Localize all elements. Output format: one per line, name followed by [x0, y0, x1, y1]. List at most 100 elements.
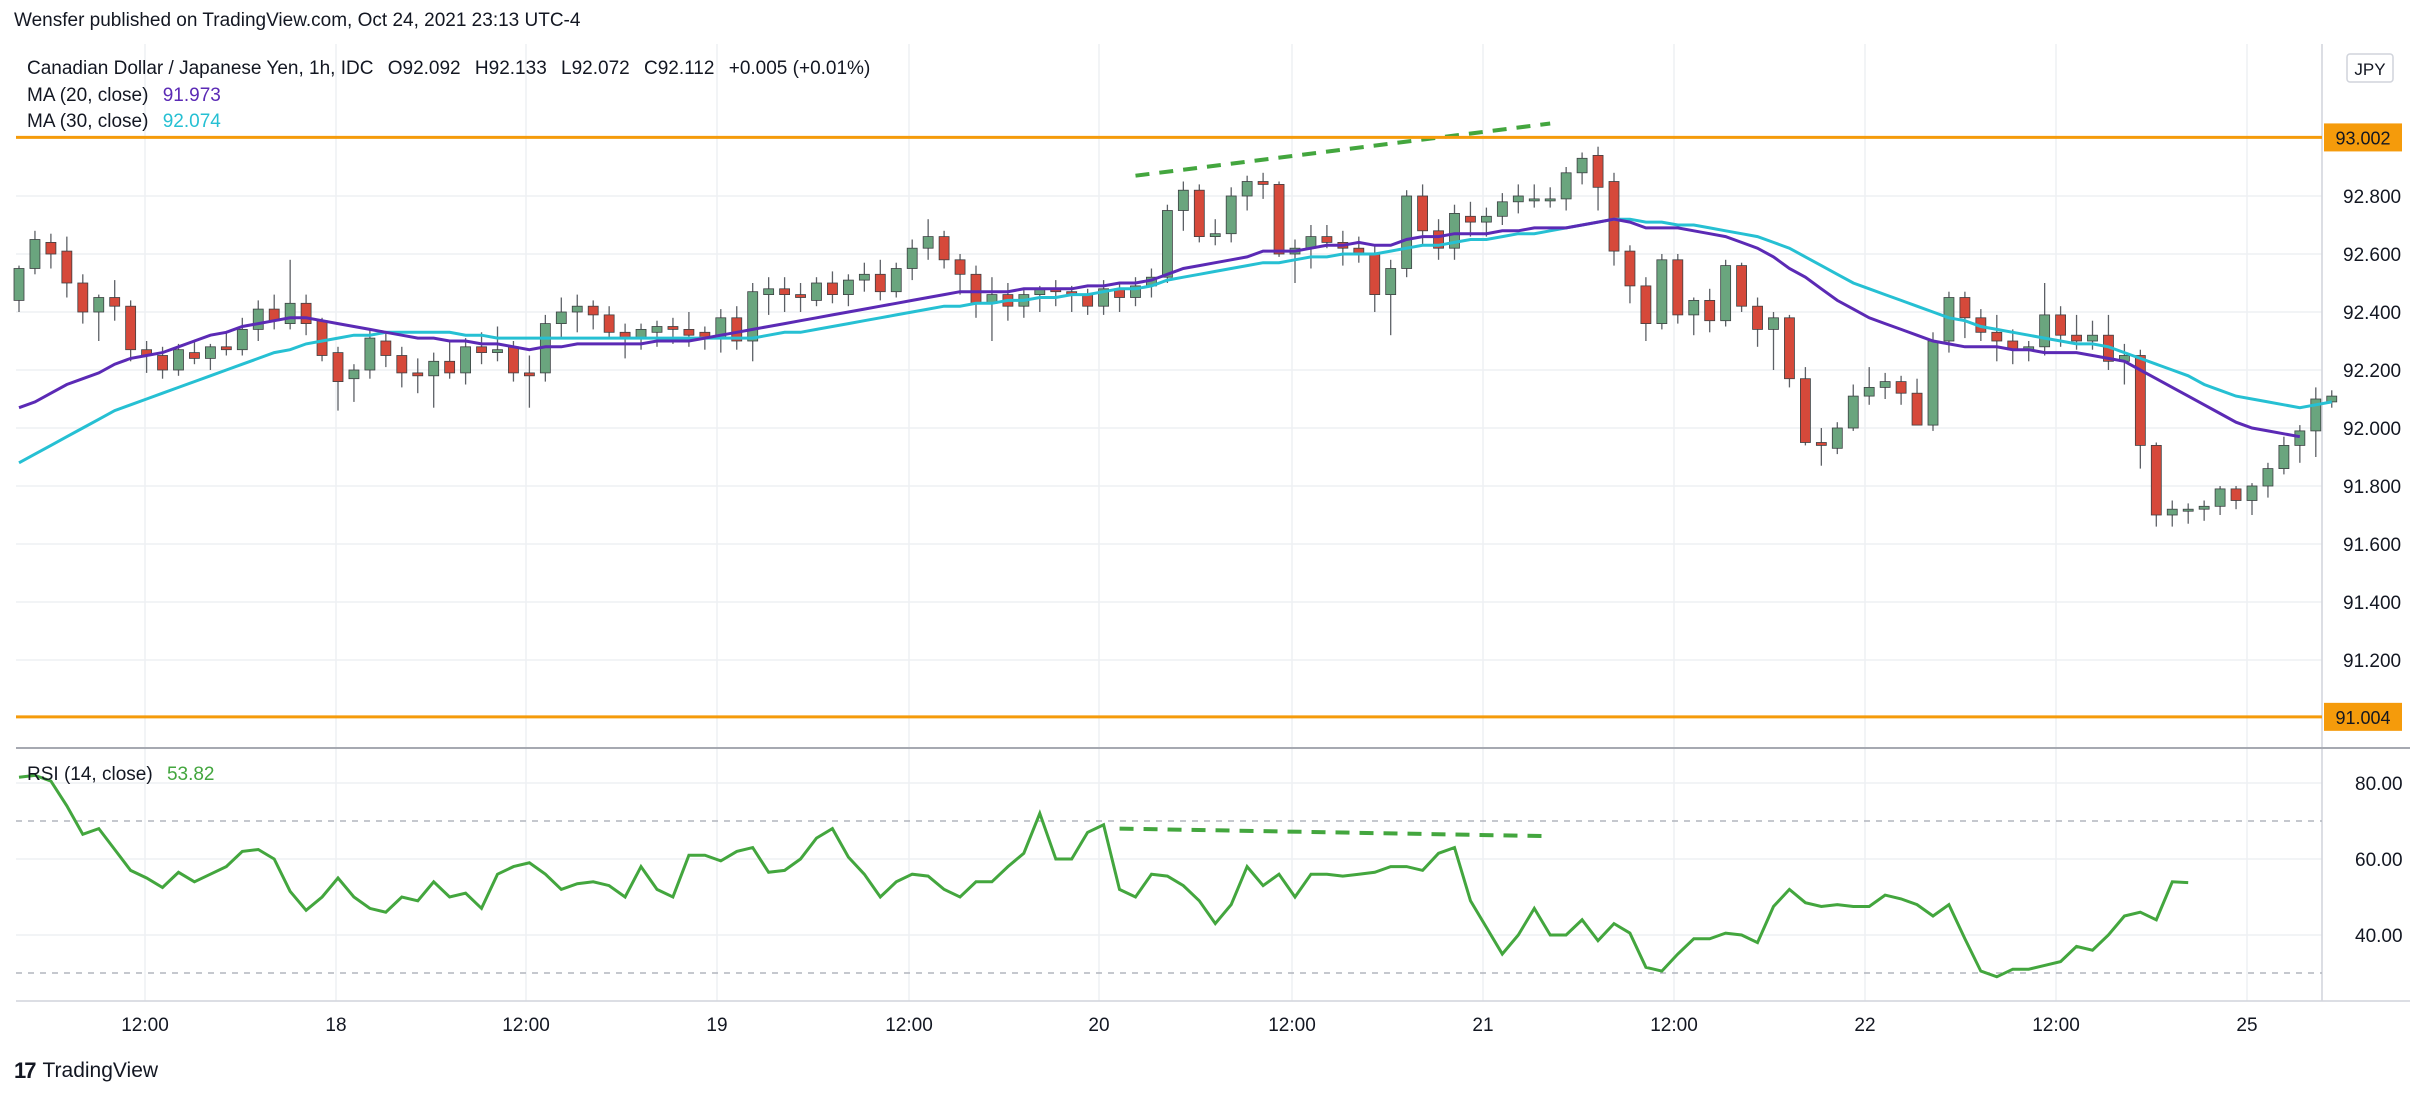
candle-body: [173, 349, 184, 371]
candle: [1736, 262, 1747, 312]
candle: [1209, 219, 1221, 246]
candle-body: [1768, 317, 1779, 330]
rsi-pane[interactable]: [16, 773, 2322, 979]
candle: [77, 274, 89, 324]
price-tick: 92.400: [2343, 303, 2401, 324]
price-pane[interactable]: 93.002 91.004: [13, 121, 2402, 731]
price-divergence-line: [1135, 121, 1551, 178]
candle-body: [874, 273, 886, 293]
candle-body: [1847, 395, 1859, 429]
candle-body: [587, 305, 599, 316]
time-tick: 12:00: [121, 1015, 169, 1036]
candle-body: [1704, 299, 1716, 322]
time-tick: 12:00: [2032, 1015, 2080, 1036]
time-tick: 25: [2236, 1015, 2257, 1036]
candle: [364, 329, 376, 379]
candle: [45, 233, 57, 269]
candle: [444, 341, 456, 379]
time-tick: 18: [325, 1015, 346, 1036]
candle-body: [2166, 508, 2178, 516]
candle: [1050, 280, 1062, 307]
candle-body: [13, 268, 25, 301]
candle-body: [555, 311, 567, 325]
candle: [571, 294, 583, 333]
candle-body: [731, 317, 743, 342]
candle-body: [1911, 392, 1923, 426]
candle: [125, 300, 137, 362]
candle-body: [1991, 331, 2003, 342]
tradingview-brand[interactable]: 17 TradingView: [14, 1058, 158, 1084]
price-tick: 91.400: [2343, 593, 2401, 614]
tradingview-brand-label: TradingView: [42, 1059, 159, 1082]
candle-body: [1257, 181, 1269, 185]
candle-body: [747, 291, 759, 342]
candle-body: [93, 297, 105, 313]
candle-body: [1401, 195, 1413, 269]
candle-body: [667, 326, 679, 330]
candle: [1815, 428, 1827, 466]
candle: [29, 230, 41, 275]
candle: [1704, 288, 1716, 333]
currency-badge[interactable]: JPY: [2354, 60, 2385, 79]
candle-body: [906, 247, 918, 269]
candle-body: [651, 326, 663, 333]
ma30-legend: MA (30, close) 92.074: [27, 111, 221, 132]
candle-body: [1592, 154, 1604, 188]
candle-body: [2039, 314, 2051, 348]
time-tick: 21: [1472, 1015, 1493, 1036]
candle-body: [1321, 236, 1333, 243]
candle: [731, 306, 743, 350]
candle-body: [1512, 195, 1524, 203]
candle-body: [1560, 172, 1572, 200]
candle-body: [1465, 215, 1476, 223]
candle-body: [795, 294, 806, 298]
candle-body: [444, 360, 456, 374]
candle: [2182, 503, 2194, 524]
candle: [2294, 425, 2306, 463]
candle: [13, 265, 25, 312]
candle: [1018, 288, 1030, 318]
candle: [811, 277, 822, 307]
time-tick: 12:00: [502, 1015, 550, 1036]
candle-body: [2087, 334, 2098, 342]
candle: [827, 271, 838, 304]
candle: [1560, 167, 1572, 211]
currency-badge-bg[interactable]: [2346, 53, 2394, 83]
candle-body: [2071, 334, 2082, 342]
candle-body: [763, 288, 775, 295]
candle-body: [1576, 157, 1588, 174]
candle-body: [348, 369, 360, 380]
published-line: Wensfer published on TradingView.com, Oc…: [14, 10, 581, 31]
candle: [1512, 184, 1524, 214]
candle-body: [954, 259, 966, 275]
candle-body: [2134, 355, 2146, 446]
candle-body: [1273, 183, 1285, 255]
candle: [1768, 312, 1779, 370]
candle: [1528, 184, 1540, 208]
rsi-legend: RSI (14, close) 53.82: [27, 764, 214, 785]
candle: [2278, 436, 2290, 475]
rsi-value: 53.82: [167, 764, 215, 785]
rsi-tick: 40.00: [2355, 926, 2403, 947]
ma30-value: 92.074: [163, 111, 222, 132]
candle-body: [508, 346, 519, 374]
candle: [986, 277, 998, 341]
candle: [555, 297, 567, 339]
open-value: O92.092: [388, 58, 461, 79]
rsi-label: RSI (14, close): [27, 764, 153, 785]
candle: [1401, 190, 1413, 278]
time-axis-ticks: 12:00 18 12:00 19 12:00 20 12:00 21 12:00 22 12:00…: [121, 1015, 2257, 1036]
candle: [1193, 184, 1205, 243]
candle: [189, 341, 200, 365]
ma30-line: [18, 217, 2333, 465]
candle-body: [1640, 285, 1652, 324]
candle-body: [492, 349, 503, 354]
price-tick: 91.200: [2343, 651, 2401, 672]
price-tick: 92.800: [2343, 187, 2401, 208]
candle-body: [779, 288, 790, 295]
candle: [1337, 230, 1349, 266]
candle: [300, 294, 312, 336]
candle: [795, 283, 806, 312]
candle-body: [204, 346, 216, 359]
